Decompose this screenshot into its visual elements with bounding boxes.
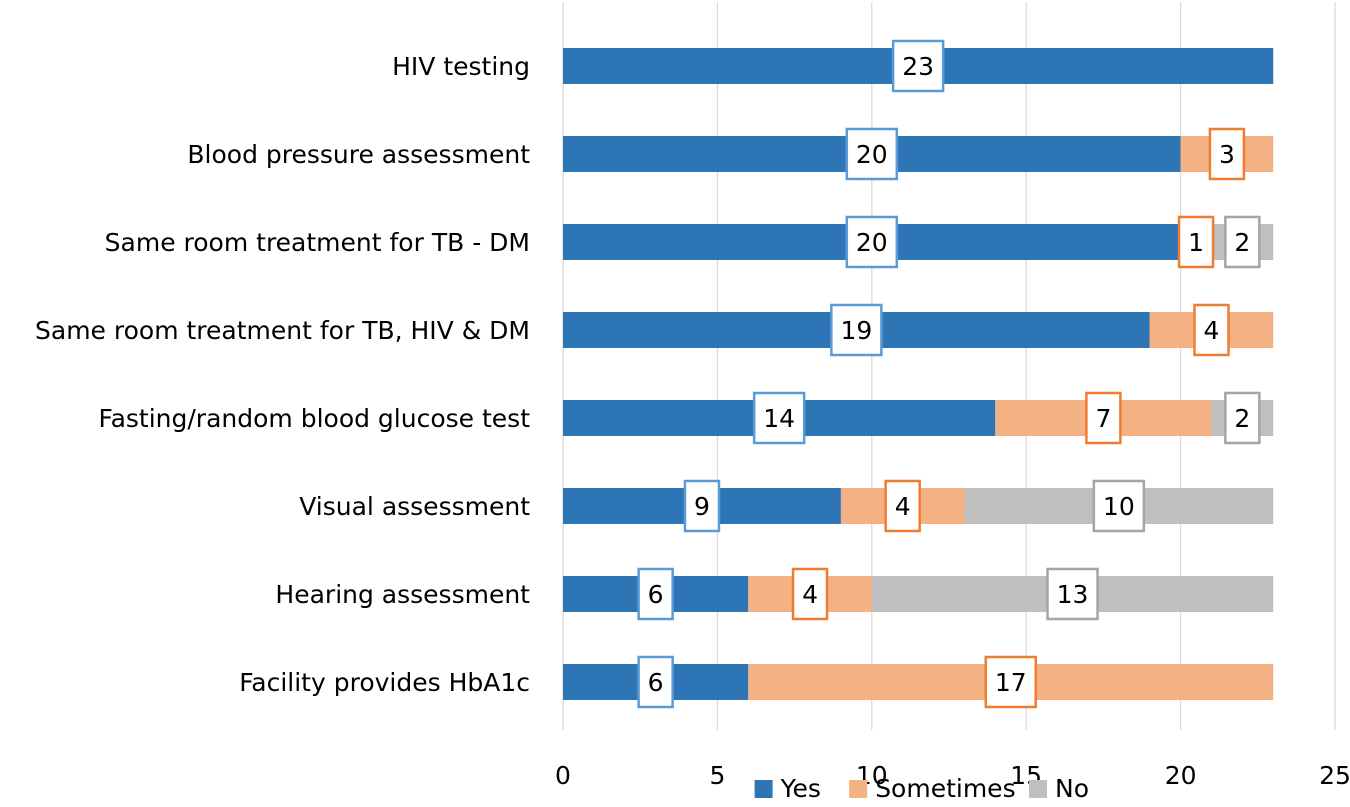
data-label-box [683, 479, 721, 533]
legend-label: Sometimes [875, 774, 1015, 803]
data-label: 10 [1103, 492, 1135, 521]
category-label: Hearing assessment [275, 580, 530, 609]
data-label: 20 [856, 228, 888, 257]
data-labels: 23 20 3 20 1 2 19 4 14 7 2 9 4 10 6 4 13 6 17 [637, 39, 1261, 709]
x-axis-ticks: 0 5 10 15 20 25 [555, 761, 1350, 790]
data-label: 9 [694, 492, 710, 521]
data-label-box [791, 567, 829, 621]
category-label: Same room treatment for TB, HIV & DM [35, 316, 530, 345]
legend: Yes Sometimes No [754, 774, 1089, 803]
data-label-box [1085, 391, 1122, 445]
data-label: 6 [648, 668, 664, 697]
x-tick-label: 0 [555, 761, 571, 790]
data-label: 3 [1219, 140, 1235, 169]
category-label: Facility provides HbA1c [239, 668, 530, 697]
data-label: 1 [1188, 228, 1204, 257]
data-label-box [1046, 567, 1099, 621]
legend-swatch-yes [754, 780, 773, 798]
data-label: 4 [895, 492, 911, 521]
category-label: Visual assessment [299, 492, 530, 521]
data-label: 4 [802, 580, 818, 609]
data-label-box [1177, 215, 1215, 269]
data-label-box [1208, 127, 1246, 181]
x-tick-label: 5 [709, 761, 725, 790]
data-label: 4 [1204, 316, 1220, 345]
legend-swatch-no [1029, 780, 1047, 798]
data-label-box [752, 391, 806, 445]
data-label-box [884, 479, 921, 533]
legend-label: No [1055, 774, 1089, 803]
category-labels: HIV testing Blood pressure assessment Same… [35, 52, 530, 697]
category-label: Fasting/random blood glucose test [98, 404, 530, 433]
data-label: 17 [995, 668, 1027, 697]
data-label-box [845, 127, 899, 181]
data-label: 2 [1234, 404, 1250, 433]
data-label: 6 [648, 580, 664, 609]
data-label-box [891, 39, 945, 93]
data-label: 23 [902, 52, 934, 81]
data-label: 20 [856, 140, 888, 169]
data-label-box [637, 655, 674, 709]
category-label: HIV testing [392, 52, 530, 81]
x-tick-label: 20 [1165, 761, 1197, 790]
data-label: 2 [1234, 228, 1250, 257]
data-label-box [830, 303, 883, 357]
x-tick-label: 25 [1319, 761, 1350, 790]
data-label: 19 [840, 316, 872, 345]
data-label-box [1224, 391, 1261, 445]
data-label: 7 [1095, 404, 1111, 433]
data-label: 13 [1057, 580, 1089, 609]
legend-label: Yes [780, 774, 821, 803]
category-label: Same room treatment for TB - DM [105, 228, 530, 257]
data-label: 14 [763, 404, 795, 433]
gridlines [562, 2, 1336, 730]
category-label: Blood pressure assessment [187, 140, 530, 169]
data-label-box [1193, 303, 1230, 357]
data-label-box [1224, 215, 1261, 269]
legend-swatch-sometimes [849, 780, 868, 798]
data-label-box [1092, 479, 1146, 533]
data-label-box [984, 655, 1038, 709]
data-label-box [637, 567, 674, 621]
data-label-box [845, 215, 899, 269]
